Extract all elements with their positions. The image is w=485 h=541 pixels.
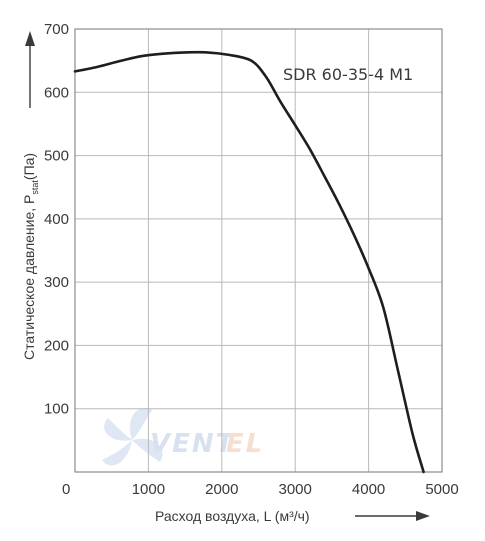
plot-frame — [74, 28, 443, 473]
x-tick-label: 0 — [62, 481, 70, 498]
x-tick-label: 5000 — [425, 481, 458, 498]
y-axis-title-subscript: stat — [30, 180, 40, 195]
y-tick-label: 100 — [44, 401, 69, 418]
y-tick-label: 200 — [44, 337, 69, 354]
ventel-watermark: VENT EL — [102, 407, 264, 466]
y-axis-title-main: Статическое давление, P — [21, 195, 37, 360]
y-axis-title-unit: (Па) — [21, 153, 37, 180]
grid — [75, 29, 442, 472]
x-tick-label: 3000 — [279, 481, 312, 498]
y-tick-labels: 100 200 300 400 500 600 700 — [44, 21, 69, 418]
x-tick-label: 1000 — [132, 481, 165, 498]
x-axis-title: Расход воздуха, L (м³/ч) — [155, 508, 310, 524]
y-tick-label: 300 — [44, 274, 69, 291]
y-axis-title: Статическое давление, Pstat(Па) — [21, 153, 40, 360]
y-tick-label: 600 — [44, 84, 69, 101]
watermark-text-el: EL — [226, 429, 264, 459]
series-line — [73, 50, 425, 474]
chart-title: SDR 60-35-4 M1 — [283, 65, 413, 84]
fan-blades-icon — [102, 407, 163, 466]
y-tick-label: 500 — [44, 148, 69, 165]
x-tick-label: 4000 — [352, 481, 385, 498]
x-axis-arrow — [355, 511, 430, 521]
x-tick-labels: 0 1000 2000 3000 4000 5000 — [62, 481, 459, 498]
y-axis-arrow — [25, 31, 35, 108]
y-tick-label: 400 — [44, 211, 69, 228]
watermark-text-ven: VENT — [150, 429, 236, 459]
y-axis-title-group: Статическое давление, Pstat(Па) — [21, 153, 40, 360]
y-tick-label: 700 — [44, 21, 69, 38]
x-tick-label: 2000 — [205, 481, 238, 498]
